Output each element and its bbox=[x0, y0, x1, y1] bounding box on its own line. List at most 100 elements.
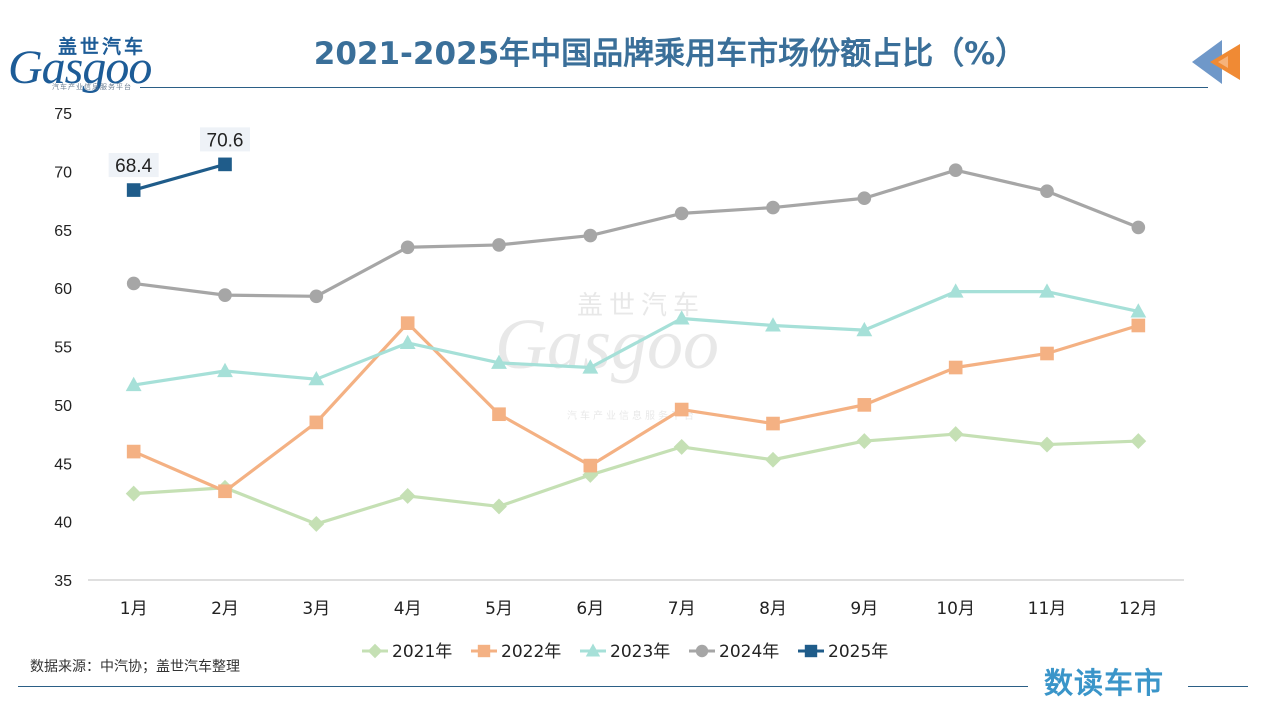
data-label-bg bbox=[200, 127, 250, 152]
data-point bbox=[491, 498, 507, 515]
data-point bbox=[492, 407, 506, 422]
data-point bbox=[400, 316, 415, 330]
data-point bbox=[766, 200, 780, 215]
x-tick-label: 8月 bbox=[759, 599, 787, 619]
series-line bbox=[133, 432, 1139, 526]
data-point bbox=[218, 157, 232, 172]
data-point bbox=[217, 362, 233, 378]
y-tick-label: 35 bbox=[54, 573, 72, 590]
footer-divider-right bbox=[1188, 686, 1248, 687]
data-point bbox=[399, 488, 416, 504]
series-layer bbox=[125, 157, 1147, 532]
data-point bbox=[308, 370, 325, 386]
x-tick-label: 11月 bbox=[1028, 599, 1067, 619]
x-tick-label: 5月 bbox=[485, 599, 513, 619]
data-point bbox=[1040, 184, 1054, 199]
series-line bbox=[133, 162, 226, 192]
data-point bbox=[948, 360, 963, 375]
x-tick-label: 10月 bbox=[936, 599, 975, 619]
data-point bbox=[1130, 303, 1147, 318]
data-point bbox=[765, 451, 781, 468]
legend-swatch-marker bbox=[695, 644, 709, 658]
data-point bbox=[125, 485, 142, 502]
logo-en-text: Gasgoo bbox=[8, 41, 152, 94]
x-tick-label: 12月 bbox=[1119, 599, 1158, 619]
series-0 bbox=[125, 426, 1147, 532]
data-point bbox=[948, 163, 963, 178]
data-point bbox=[857, 191, 872, 206]
legend-swatch-marker bbox=[477, 644, 491, 658]
data-point bbox=[765, 317, 781, 332]
data-point bbox=[673, 310, 690, 325]
legend-label: 2023年 bbox=[610, 642, 670, 662]
data-point bbox=[673, 438, 690, 455]
data-source-note: 数据来源：中汽协；盖世汽车整理 bbox=[30, 659, 240, 675]
data-point bbox=[309, 289, 324, 304]
series-line bbox=[133, 168, 1139, 298]
data-point bbox=[856, 321, 873, 337]
series-line bbox=[133, 290, 1139, 387]
x-tick-label: 4月 bbox=[394, 599, 422, 619]
data-point bbox=[308, 516, 325, 532]
deco-inner-triangle bbox=[1218, 56, 1228, 68]
y-tick-label: 45 bbox=[54, 456, 72, 473]
data-point bbox=[583, 458, 598, 473]
y-tick-label: 55 bbox=[54, 340, 72, 357]
legend-swatch-marker bbox=[367, 643, 383, 659]
logo-tagline: 汽车产业信息服务平台 bbox=[52, 83, 132, 91]
data-point bbox=[218, 484, 232, 499]
x-tick-label: 2月 bbox=[211, 599, 239, 619]
legend-label: 2022年 bbox=[501, 642, 561, 662]
page-title: 2021-2025年中国品牌乘用车市场份额占比（%） bbox=[313, 36, 1027, 72]
y-tick-label: 75 bbox=[54, 106, 72, 123]
x-tick-label: 3月 bbox=[302, 599, 330, 619]
data-point bbox=[126, 444, 141, 459]
data-point bbox=[491, 354, 507, 369]
legend-label: 2025年 bbox=[828, 642, 888, 662]
data-point bbox=[400, 240, 415, 255]
data-point bbox=[582, 359, 599, 374]
data-point bbox=[125, 376, 142, 392]
y-tick-label: 70 bbox=[54, 164, 72, 181]
data-point bbox=[1039, 436, 1055, 453]
legend-label: 2024年 bbox=[719, 642, 779, 662]
axis-layer: 35 40 45 50 55 60 65 70 75 1月 2月 3月 4月 5月 6月 7月 8月 9月 10月 1… bbox=[54, 106, 1184, 619]
deco-blue-triangle bbox=[1192, 40, 1222, 84]
legend-swatch-marker bbox=[585, 643, 601, 657]
y-tick-label: 50 bbox=[54, 398, 72, 415]
data-point bbox=[126, 183, 141, 197]
gasgoo-logo: 盖世汽车 Gasgoo 汽车产业信息服务平台 bbox=[6, 26, 156, 96]
x-tick-label: 1月 bbox=[120, 599, 148, 619]
footer-brand: 数读车市 bbox=[1044, 666, 1165, 700]
data-point bbox=[1130, 433, 1147, 449]
data-point bbox=[1131, 220, 1146, 235]
y-tick-label: 60 bbox=[54, 281, 72, 298]
data-point bbox=[583, 228, 598, 243]
logo-cn-text: 盖世汽车 bbox=[58, 36, 147, 58]
data-label-layer: 68.4 70.6 bbox=[108, 127, 250, 178]
data-point bbox=[126, 276, 141, 291]
legend-label: 2021年 bbox=[392, 642, 452, 662]
watermark-tagline: 汽车产业信息服务平台 bbox=[567, 411, 697, 422]
series-line bbox=[133, 321, 1139, 493]
series-2 bbox=[125, 283, 1147, 392]
header-divider bbox=[140, 87, 1208, 88]
data-point bbox=[218, 288, 232, 302]
data-label: 70.6 bbox=[207, 130, 244, 151]
data-point bbox=[492, 238, 506, 252]
data-point bbox=[674, 402, 689, 417]
data-point bbox=[857, 398, 872, 412]
data-point bbox=[947, 283, 964, 298]
x-tick-label: 7月 bbox=[668, 599, 696, 619]
data-point bbox=[309, 415, 324, 430]
footer-divider-left bbox=[18, 686, 1028, 687]
data-point bbox=[1039, 283, 1055, 298]
legend-swatch-marker bbox=[804, 644, 818, 658]
data-label: 68.4 bbox=[115, 156, 152, 177]
series-3 bbox=[126, 163, 1146, 304]
data-point bbox=[766, 416, 780, 431]
series-1 bbox=[126, 316, 1146, 499]
y-tick-label: 40 bbox=[54, 515, 72, 532]
x-tick-label: 6月 bbox=[576, 599, 604, 619]
